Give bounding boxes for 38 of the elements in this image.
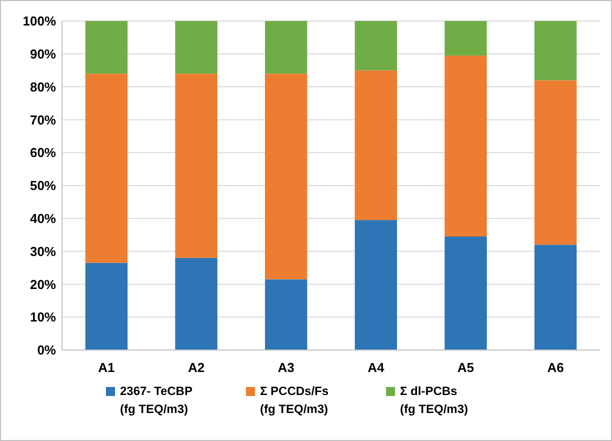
bar (534, 80, 577, 245)
bar (354, 70, 398, 220)
bar (354, 21, 398, 70)
x-tick-label: A4 (368, 360, 385, 375)
legend-label: Σ PCCDs/Fs (fg TEQ/m3) (260, 384, 329, 416)
y-tick-label: 50% (30, 178, 56, 194)
y-tick-label: 20% (30, 276, 56, 292)
y-tick-label: 10% (30, 310, 56, 325)
bar (444, 236, 487, 350)
x-tick-label: A5 (457, 360, 474, 375)
bar (175, 258, 218, 350)
bar (534, 21, 577, 80)
bar (444, 21, 487, 56)
y-tick-label: 90% (30, 46, 56, 62)
y-tick-label: 80% (30, 79, 56, 94)
bar (264, 74, 308, 280)
x-tick-label: A3 (278, 360, 294, 375)
legend-label: 2367- TeCBP (fg TEQ/m3) (120, 384, 192, 416)
y-tick-label: 70% (30, 112, 56, 128)
bar (175, 21, 218, 74)
x-tick-label: A6 (547, 360, 564, 375)
y-tick-label: 60% (30, 145, 56, 160)
bar (534, 244, 577, 350)
y-tick-label: 100% (22, 14, 56, 29)
bar (85, 21, 128, 74)
y-tick-label: 40% (30, 210, 56, 226)
x-tick-label: A1 (98, 360, 115, 375)
x-tick-label: A2 (188, 360, 205, 375)
bar (264, 21, 308, 74)
bar (175, 74, 218, 258)
y-tick-label: 30% (30, 244, 56, 259)
bar (85, 262, 128, 350)
y-tick-label: 0% (37, 342, 56, 358)
legend-label: Σ dl-PCBs (fg TEQ/m3) (400, 384, 468, 416)
bar (264, 279, 308, 350)
bar (354, 220, 398, 350)
bar (444, 56, 487, 236)
bar (85, 74, 128, 263)
